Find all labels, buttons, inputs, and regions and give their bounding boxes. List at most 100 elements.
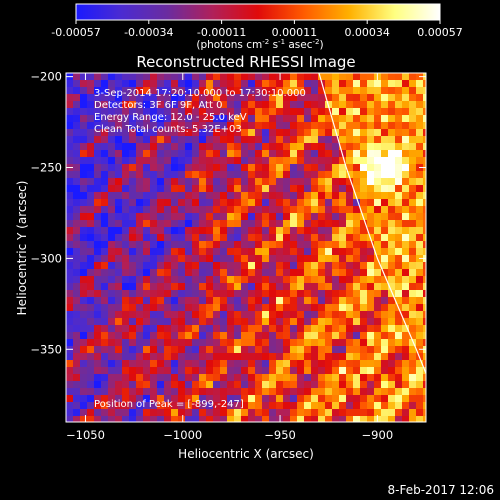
heatmap-cell (318, 220, 325, 227)
heatmap-cell (290, 367, 297, 374)
heatmap-cell (213, 304, 220, 311)
heatmap-cell (304, 94, 311, 101)
heatmap-cell (248, 94, 255, 101)
heatmap-cell (360, 262, 367, 269)
heatmap-cell (262, 164, 269, 171)
heatmap-cell (241, 206, 248, 213)
heatmap-cell (199, 234, 206, 241)
heatmap-cell (129, 94, 136, 101)
heatmap-cell (108, 185, 115, 192)
heatmap-cell (220, 304, 227, 311)
heatmap-cell (297, 94, 304, 101)
heatmap-cell (388, 136, 395, 143)
heatmap-cell (381, 402, 388, 409)
heatmap-cell (129, 213, 136, 220)
heatmap-cell (332, 87, 339, 94)
heatmap-cell (353, 318, 360, 325)
heatmap-cell (255, 332, 262, 339)
heatmap-cell (220, 318, 227, 325)
heatmap-cell (248, 185, 255, 192)
heatmap-cell (101, 241, 108, 248)
heatmap-cell (367, 108, 374, 115)
heatmap-cell (353, 381, 360, 388)
heatmap-cell (192, 416, 199, 422)
heatmap-cell (367, 388, 374, 395)
heatmap-cell (409, 150, 416, 157)
heatmap-cell (311, 129, 318, 136)
heatmap-cell (276, 171, 283, 178)
heatmap-cell (234, 395, 241, 402)
heatmap-cell (381, 409, 388, 416)
heatmap-cell (164, 381, 171, 388)
heatmap-cell (325, 416, 332, 422)
heatmap-cell (206, 325, 213, 332)
heatmap-cell (269, 388, 276, 395)
heatmap-cell (73, 150, 80, 157)
heatmap-cell (339, 234, 346, 241)
heatmap-cell (73, 185, 80, 192)
heatmap-cell (227, 136, 234, 143)
heatmap-cell (80, 360, 87, 367)
heatmap-cell (374, 192, 381, 199)
heatmap-cell (409, 332, 416, 339)
heatmap-cell (360, 94, 367, 101)
heatmap-cell (290, 269, 297, 276)
heatmap-cell (129, 171, 136, 178)
heatmap-cell (164, 136, 171, 143)
heatmap-cell (276, 346, 283, 353)
heatmap-cell (367, 262, 374, 269)
heatmap-cell (395, 248, 402, 255)
heatmap-cell (311, 220, 318, 227)
heatmap-cell (80, 206, 87, 213)
heatmap-cell (374, 269, 381, 276)
heatmap-cell (227, 339, 234, 346)
heatmap-cell (171, 199, 178, 206)
heatmap-cell (234, 269, 241, 276)
heatmap-cell (220, 409, 227, 416)
heatmap-cell (227, 115, 234, 122)
heatmap-cell (269, 360, 276, 367)
heatmap-cell (206, 80, 213, 87)
heatmap-cell (276, 220, 283, 227)
heatmap-cell (395, 122, 402, 129)
heatmap-cell (332, 171, 339, 178)
heatmap-cell (255, 87, 262, 94)
heatmap-cell (143, 290, 150, 297)
colorbar-tick-label: -0.00034 (124, 26, 173, 39)
heatmap-cell (150, 178, 157, 185)
heatmap-cell (346, 115, 353, 122)
heatmap-cell (206, 164, 213, 171)
heatmap-cell (423, 276, 426, 283)
heatmap-cell (206, 178, 213, 185)
heatmap-cell (94, 157, 101, 164)
heatmap-cell (185, 129, 192, 136)
heatmap-cell (192, 325, 199, 332)
heatmap-cell (325, 388, 332, 395)
heatmap-cell (108, 206, 115, 213)
heatmap-cell (150, 73, 157, 80)
heatmap-cell (374, 115, 381, 122)
heatmap-cell (332, 325, 339, 332)
heatmap-cell (374, 129, 381, 136)
heatmap-cell (402, 339, 409, 346)
heatmap-cell (255, 108, 262, 115)
heatmap-cell (206, 199, 213, 206)
heatmap-cell (157, 213, 164, 220)
heatmap-cell (409, 255, 416, 262)
heatmap-cell (94, 304, 101, 311)
heatmap-cell (283, 395, 290, 402)
heatmap-cell (283, 248, 290, 255)
heatmap-cell (192, 311, 199, 318)
heatmap-cell (388, 101, 395, 108)
heatmap-cell (332, 115, 339, 122)
heatmap-cell (290, 199, 297, 206)
heatmap-cell (276, 164, 283, 171)
heatmap-cell (73, 157, 80, 164)
heatmap-cell (129, 185, 136, 192)
heatmap-cell (94, 332, 101, 339)
x-tick-label: −950 (264, 428, 296, 442)
heatmap-cell (255, 318, 262, 325)
heatmap-cell (122, 346, 129, 353)
heatmap-cell (241, 136, 248, 143)
heatmap-cell (108, 304, 115, 311)
